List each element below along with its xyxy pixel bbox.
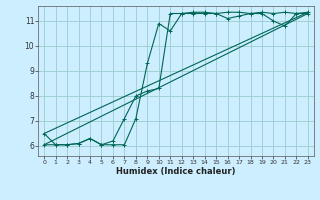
X-axis label: Humidex (Indice chaleur): Humidex (Indice chaleur)	[116, 167, 236, 176]
